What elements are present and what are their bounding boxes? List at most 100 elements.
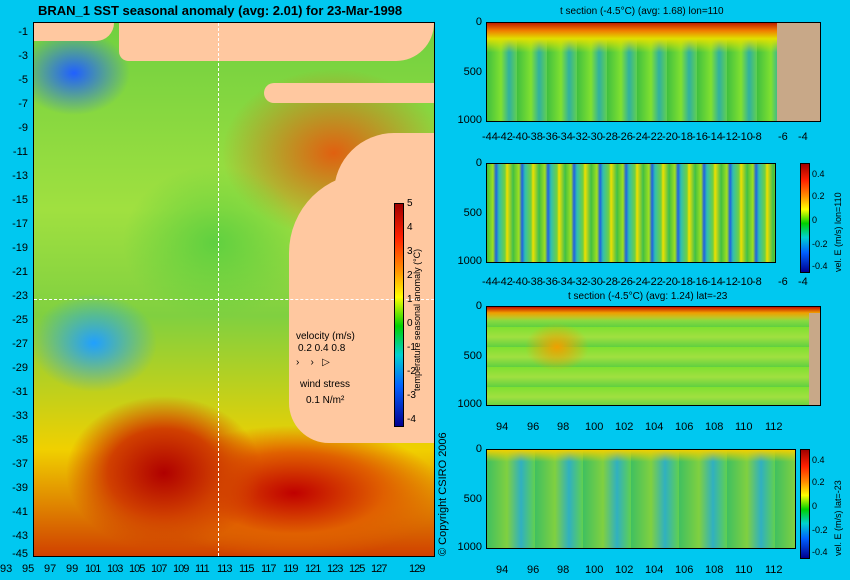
- land-australia: [289, 173, 434, 443]
- panel1-y-axis: 0 500 1000: [444, 16, 484, 126]
- x-tick: 117: [261, 563, 277, 575]
- lon-110-guide: [218, 23, 219, 556]
- cbar-tick: -4: [407, 414, 416, 425]
- cbar-tick: -2: [407, 366, 416, 377]
- y-tick: -29: [12, 362, 28, 374]
- x-tick: -6: [778, 276, 788, 288]
- x-tick: -30: [587, 276, 603, 288]
- x-tick: -16: [692, 131, 708, 143]
- x-tick: -22: [647, 276, 663, 288]
- panel2-side-label: vel. E (m/s) lon=110: [833, 192, 843, 272]
- land-sumatra: [34, 23, 114, 41]
- x-tick: -14: [707, 131, 723, 143]
- x-tick: 97: [44, 563, 57, 575]
- panel3-title: t section (-4.5°C) (avg: 1.24) lat=-23: [568, 291, 728, 302]
- y-tick: -41: [12, 506, 28, 518]
- main-title: BRAN_1 SST seasonal anomaly (avg: 2.01) …: [38, 3, 403, 18]
- panel3-y-axis: 0 500 1000: [444, 300, 484, 410]
- x-tick: 93: [0, 563, 13, 575]
- lat-23-guide: [34, 299, 434, 300]
- x-tick: -42: [497, 276, 513, 288]
- x-tick: 100: [585, 421, 604, 433]
- y-tick: 500: [463, 207, 482, 219]
- section-land: [777, 23, 820, 121]
- x-tick: -28: [602, 276, 618, 288]
- x-tick: 102: [615, 564, 634, 576]
- cbar-tick: 0.4: [812, 455, 825, 465]
- y-tick: 0: [475, 157, 482, 169]
- x-tick: -40: [512, 131, 528, 143]
- panel2-colorbar-ticks: 0.4 0.2 0 -0.2 -0.4: [812, 165, 838, 273]
- x-tick: 105: [129, 563, 145, 575]
- panel1-title: t section (-4.5°C) (avg: 1.68) lon=110: [560, 6, 724, 17]
- cbar-tick: -3: [407, 390, 416, 401]
- x-tick: -32: [572, 131, 588, 143]
- x-tick: -24: [632, 276, 648, 288]
- x-tick: 111: [195, 563, 210, 575]
- panel4-side-label: vel. E (m/s) lat=-23: [833, 480, 843, 556]
- y-tick: 1000: [457, 398, 482, 410]
- x-tick: -8: [752, 276, 762, 288]
- x-tick: -20: [662, 276, 678, 288]
- x-tick: 96: [527, 421, 540, 433]
- y-tick: -17: [12, 218, 28, 230]
- y-tick: -35: [12, 434, 28, 446]
- y-tick: -27: [12, 338, 28, 350]
- x-tick: -34: [557, 276, 573, 288]
- panel2-y-axis: 0 500 1000: [444, 157, 484, 267]
- x-tick: -32: [572, 276, 588, 288]
- y-tick: -5: [18, 74, 28, 86]
- t-section-lat-23: [486, 306, 821, 406]
- x-tick: 112: [765, 564, 783, 576]
- panel4-y-axis: 0 500 1000: [444, 443, 484, 553]
- y-tick: -9: [18, 122, 28, 134]
- x-tick: 127: [371, 563, 387, 575]
- x-tick: -42: [497, 131, 513, 143]
- x-tick: -24: [632, 131, 648, 143]
- y-tick: -43: [12, 530, 28, 542]
- x-tick: -10: [737, 276, 753, 288]
- y-tick: -11: [12, 146, 28, 158]
- x-tick: 119: [283, 563, 299, 575]
- x-tick: 103: [107, 563, 123, 575]
- y-tick: 500: [463, 493, 482, 505]
- x-tick: 102: [615, 421, 634, 433]
- x-tick: -40: [512, 276, 528, 288]
- x-tick: -10: [737, 131, 753, 143]
- x-tick: -18: [677, 276, 693, 288]
- cbar-tick: 0.2: [812, 191, 825, 201]
- y-tick: 500: [463, 350, 482, 362]
- y-tick: 0: [475, 16, 482, 28]
- section-field: [487, 164, 775, 262]
- velocity-legend-values: 0.2 0.4 0.8: [298, 343, 346, 354]
- colorbar-label: temperature seasonal anomaly (°C): [412, 248, 422, 391]
- x-tick: 100: [585, 564, 604, 576]
- x-tick: -30: [587, 131, 603, 143]
- cbar-tick: -0.4: [812, 261, 828, 271]
- x-tick: 95: [22, 563, 35, 575]
- y-tick: 1000: [457, 541, 482, 553]
- cbar-tick: 0.4: [812, 169, 825, 179]
- y-tick: -37: [12, 458, 28, 470]
- y-tick: 500: [463, 66, 482, 78]
- cbar-tick: 1: [407, 294, 413, 305]
- y-tick: -31: [12, 386, 28, 398]
- x-tick: -22: [647, 131, 663, 143]
- velocity-legend-label: velocity (m/s): [296, 331, 355, 342]
- panel4-colorbar-ticks: 0.4 0.2 0 -0.2 -0.4: [812, 451, 838, 559]
- x-tick: 107: [151, 563, 167, 575]
- y-tick: -7: [18, 98, 28, 110]
- x-tick: -26: [617, 131, 633, 143]
- x-tick: -44: [482, 276, 498, 288]
- x-tick: -6: [778, 131, 788, 143]
- y-tick: 1000: [457, 255, 482, 267]
- x-tick: -8: [752, 131, 762, 143]
- y-tick: -25: [12, 314, 28, 326]
- cbar-tick: 0.2: [812, 477, 825, 487]
- y-tick: -3: [18, 50, 28, 62]
- x-tick: 125: [349, 563, 365, 575]
- y-tick: 0: [475, 443, 482, 455]
- x-tick: 115: [239, 563, 255, 575]
- y-tick: -1: [18, 26, 28, 38]
- panel2-colorbar: [800, 163, 810, 273]
